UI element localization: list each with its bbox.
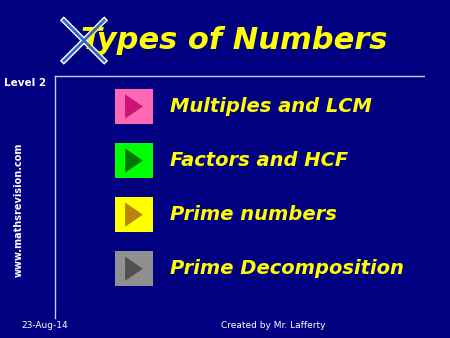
FancyBboxPatch shape	[115, 197, 153, 233]
Text: Prime numbers: Prime numbers	[170, 205, 337, 224]
Polygon shape	[125, 148, 143, 173]
Text: Multiples and LCM: Multiples and LCM	[170, 97, 372, 116]
Text: Level 2: Level 2	[4, 78, 46, 88]
FancyBboxPatch shape	[115, 251, 153, 287]
Polygon shape	[125, 94, 143, 119]
Text: Created by Mr. Lafferty: Created by Mr. Lafferty	[221, 321, 326, 330]
Text: Types of Numbers: Types of Numbers	[81, 26, 387, 55]
Text: Factors and HCF: Factors and HCF	[170, 151, 348, 170]
Text: 23-Aug-14: 23-Aug-14	[21, 321, 68, 330]
Text: Prime Decomposition: Prime Decomposition	[170, 259, 404, 278]
Text: www.mathsrevision.com: www.mathsrevision.com	[14, 142, 24, 277]
Polygon shape	[125, 257, 143, 281]
Polygon shape	[125, 202, 143, 227]
FancyBboxPatch shape	[115, 89, 153, 124]
FancyBboxPatch shape	[115, 143, 153, 178]
